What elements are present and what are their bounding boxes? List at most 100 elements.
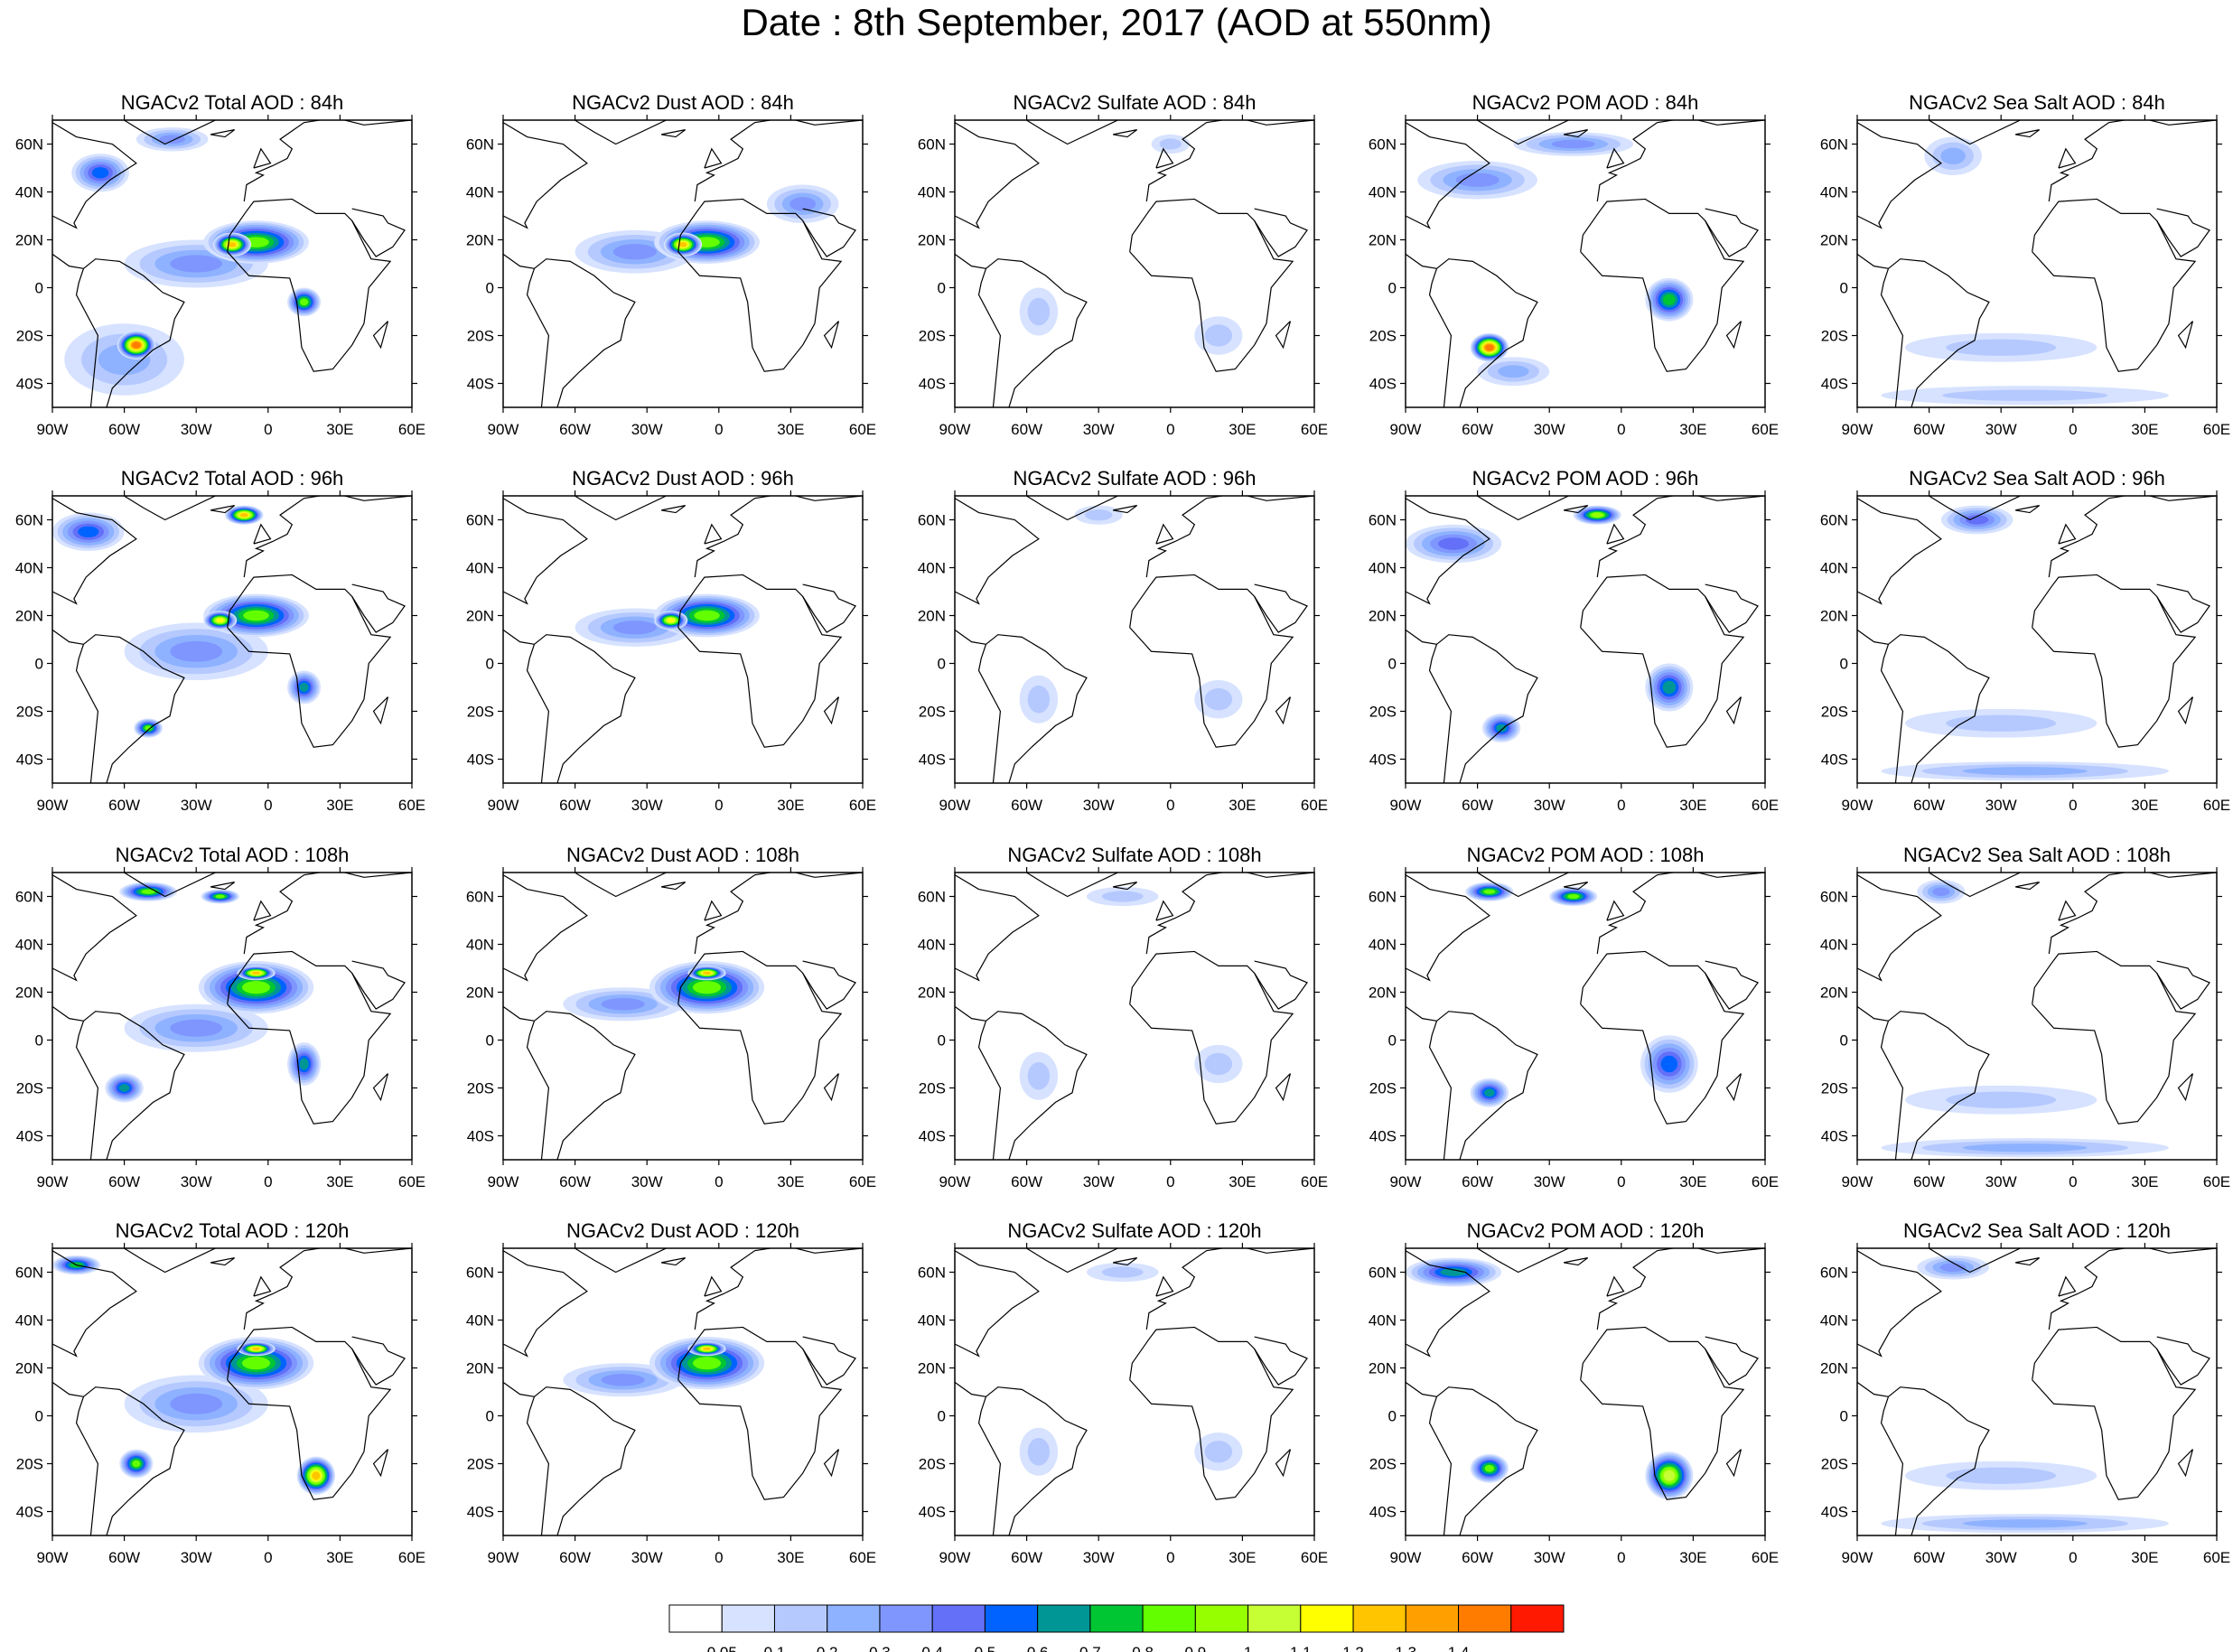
panel-title: NGACv2 Sea Salt AOD : 96h	[1909, 467, 2165, 490]
lat-tick-label: 20N	[1820, 232, 1848, 249]
panel-title: NGACv2 POM AOD : 120h	[1467, 1219, 1705, 1242]
aod-field	[64, 126, 322, 396]
lon-tick-label: 30E	[777, 421, 804, 438]
lat-tick-label: 40N	[466, 560, 494, 577]
lat-tick-label: 0	[486, 280, 494, 297]
colorbar-label: 0.4	[921, 1644, 943, 1652]
colorbar-swatch	[931, 1604, 986, 1633]
aod-contour-0.5	[78, 526, 99, 537]
map-panel: NGACv2 Total AOD : 84h 60N 40N 20N 0 20S 40S 90…	[15, 91, 425, 438]
map-frame	[954, 1247, 1315, 1536]
lat-tick-label: 20N	[1369, 608, 1397, 625]
colorbar-swatch	[1510, 1604, 1565, 1633]
aod-contour-0.1	[1204, 1441, 1233, 1463]
lon-tick-label: 30W	[1083, 797, 1115, 814]
aod-field	[1417, 132, 1694, 387]
lon-tick-label: 90W	[488, 1549, 519, 1566]
coastlines	[503, 496, 863, 783]
aod-contour-0.1	[1204, 324, 1233, 347]
panel-title: NGACv2 Total AOD : 84h	[121, 91, 344, 114]
lat-tick-label: 20N	[918, 608, 946, 625]
lat-tick-label: 40N	[918, 560, 946, 577]
map-background	[955, 120, 1314, 407]
lon-tick-label: 0	[2069, 421, 2077, 438]
lon-tick-label: 90W	[939, 421, 971, 438]
lat-tick-label: 0	[1388, 280, 1397, 297]
lat-tick-label: 40S	[1369, 751, 1397, 769]
lat-tick-label: 20S	[919, 328, 946, 345]
lat-tick-label: 40S	[16, 376, 43, 393]
lat-tick-label: 20N	[466, 232, 494, 249]
colorbar-swatch	[1458, 1604, 1512, 1633]
lon-tick-label: 30E	[1679, 1549, 1706, 1566]
map-frame	[954, 119, 1315, 408]
colorbar-swatch	[1247, 1604, 1302, 1633]
coastlines	[955, 873, 1314, 1160]
lon-tick-label: 90W	[37, 1549, 69, 1566]
coastlines	[955, 1248, 1314, 1535]
aod-contour-0.3	[1455, 173, 1500, 187]
lon-tick-label: 60E	[1301, 1173, 1328, 1190]
lat-tick-label: 20S	[919, 1456, 946, 1473]
aod-field	[105, 882, 322, 1103]
lat-tick-label: 0	[1840, 1408, 1848, 1425]
aod-field	[563, 1337, 765, 1397]
coastlines	[503, 120, 863, 407]
map-background	[955, 873, 1314, 1160]
lon-tick-label: 30W	[1534, 421, 1565, 438]
lat-tick-label: 40S	[1821, 376, 1848, 393]
map-frame	[51, 119, 413, 408]
panel-title: NGACv2 Total AOD : 108h	[116, 844, 350, 866]
aod-contour-0.8	[300, 298, 309, 306]
aod-contour-0.3	[789, 197, 817, 211]
panel-title: NGACv2 Sea Salt AOD : 120h	[1903, 1219, 2171, 1242]
panel-title: NGACv2 Sulfate AOD : 84h	[1013, 91, 1256, 114]
lon-tick-label: 60W	[559, 797, 591, 814]
map-background	[955, 496, 1314, 783]
lon-tick-label: 60E	[398, 797, 425, 814]
lat-tick-label: 20S	[1369, 328, 1397, 345]
lon-tick-label: 30E	[777, 1173, 804, 1190]
colorbar-swatch	[1194, 1604, 1249, 1633]
colorbar-swatch	[1352, 1604, 1406, 1633]
lon-tick-label: 60E	[2203, 1173, 2230, 1190]
lon-tick-label: 0	[715, 421, 723, 438]
lat-tick-label: 60N	[466, 512, 494, 529]
lon-tick-label: 60W	[559, 1549, 591, 1566]
lat-tick-label: 40S	[1369, 1504, 1397, 1521]
colorbar-label: 1.2	[1342, 1644, 1364, 1652]
coastlines	[503, 873, 863, 1160]
lat-tick-label: 20N	[1369, 1360, 1397, 1377]
coastlines	[1406, 1248, 1765, 1535]
lon-tick-label: 60W	[1462, 797, 1493, 814]
lat-tick-label: 20S	[1821, 704, 1848, 721]
lat-tick-label: 20S	[1369, 704, 1397, 721]
aod-contour-0.1	[1946, 1467, 2057, 1484]
lon-tick-label: 30W	[1534, 1173, 1565, 1190]
aod-contour-0.6	[118, 1084, 130, 1092]
colorbar-label: 0.7	[1079, 1644, 1101, 1652]
aod-contour-0.8	[1483, 889, 1496, 894]
aod-contour-0.8	[141, 889, 155, 894]
lon-tick-label: 60W	[1011, 797, 1042, 814]
lat-tick-label: 60N	[15, 512, 43, 529]
lon-tick-label: 30E	[2131, 421, 2158, 438]
aod-field	[1406, 505, 1694, 742]
map-panel: NGACv2 Sea Salt AOD : 120h 60N 40N 20N 0 20S 4…	[1820, 1219, 2230, 1566]
lon-tick-label: 30E	[777, 797, 804, 814]
colorbar: 0.05 0.1 0.2 0.3 0.4 0.5 0.6 0.7 0.8 0.9 1 1.1 1.2 1.…	[668, 1604, 1565, 1652]
map-panel: NGACv2 Sea Salt AOD : 96h 60N 40N 20N 0 20S 40…	[1820, 467, 2230, 814]
lon-tick-label: 30W	[1985, 797, 2017, 814]
map-frame	[954, 495, 1315, 784]
lat-tick-label: 20N	[1369, 232, 1397, 249]
aod-contour-0.3	[1939, 1263, 1967, 1273]
colorbar-label: 0.8	[1132, 1644, 1154, 1652]
lon-tick-label: 90W	[1390, 421, 1422, 438]
aod-contour-0.6	[299, 1058, 309, 1070]
aod-contour-1.2	[312, 1471, 321, 1480]
lon-tick-label: 30W	[181, 1173, 212, 1190]
lat-tick-label: 40N	[1820, 1312, 1848, 1330]
lon-tick-label: 60W	[1011, 421, 1042, 438]
lat-tick-label: 20S	[16, 328, 43, 345]
lon-tick-label: 30W	[631, 1549, 663, 1566]
